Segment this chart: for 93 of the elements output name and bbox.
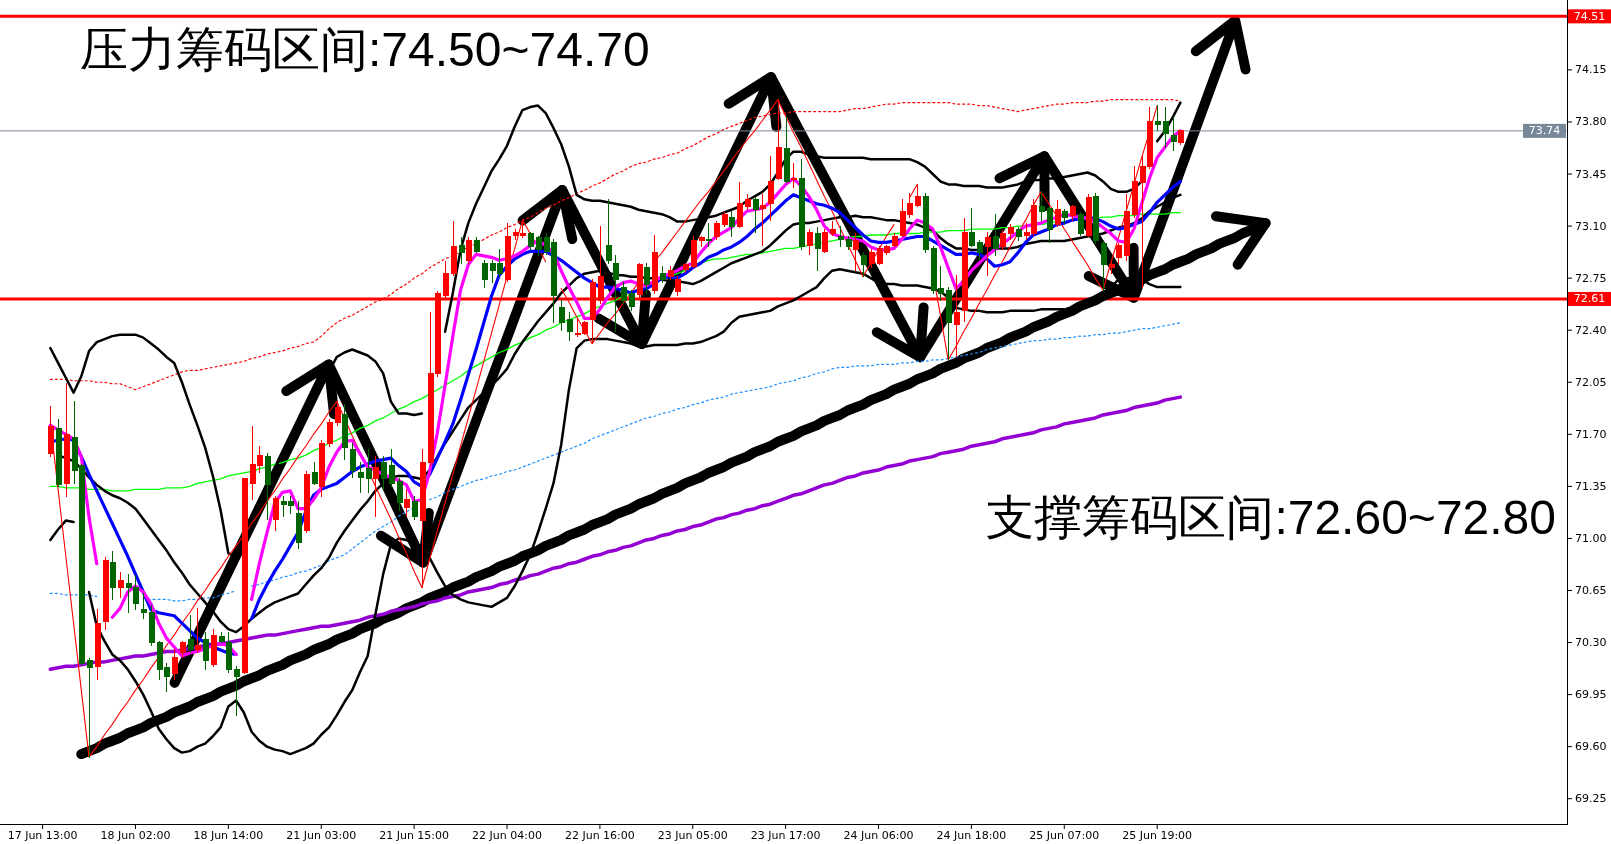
candlestick — [705, 222, 712, 248]
candlestick — [1077, 212, 1084, 236]
y-tick-label: 73.10 — [1575, 219, 1607, 233]
candlestick — [752, 197, 759, 233]
x-tick-label: 21 Jun 15:00 — [379, 829, 450, 842]
ref-line-label: 74.51 — [1573, 9, 1606, 23]
candlestick — [1108, 259, 1115, 275]
candlestick — [814, 227, 821, 272]
candlestick — [341, 404, 348, 461]
candlestick — [411, 496, 418, 520]
candlestick — [659, 265, 666, 284]
x-tick-label: 21 Jun 03:00 — [286, 829, 357, 842]
x-tick-label: 25 Jun 07:00 — [1029, 829, 1100, 842]
x-tick-label: 22 Jun 16:00 — [564, 829, 635, 842]
x-tick-label: 25 Jun 19:00 — [1122, 829, 1193, 842]
candlestick — [303, 470, 310, 533]
candlestick — [194, 607, 201, 654]
x-tick-label: 24 Jun 18:00 — [936, 829, 1007, 842]
candlestick — [102, 557, 109, 630]
candlestick — [1015, 227, 1022, 242]
candlestick — [1061, 209, 1068, 224]
y-tick-label: 71.00 — [1575, 531, 1607, 545]
candlestick — [63, 383, 70, 498]
x-tick-label: 23 Jun 05:00 — [657, 829, 728, 842]
x-tick-label: 18 Jun 02:00 — [100, 829, 171, 842]
candlestick — [643, 262, 650, 294]
annotation: 压力筹码区间:74.50~74.70 — [80, 23, 650, 76]
y-tick-label: 69.95 — [1575, 688, 1607, 702]
candlestick — [179, 640, 186, 658]
candlestick — [891, 233, 898, 248]
x-tick-label: 17 Jun 13:00 — [7, 829, 78, 842]
candlestick — [218, 631, 225, 644]
candlestick — [790, 163, 797, 188]
candlestick — [605, 198, 612, 264]
candlestick — [272, 496, 279, 532]
y-tick-label: 69.60 — [1575, 740, 1607, 754]
candlestick — [767, 155, 774, 221]
x-tick-label: 22 Jun 04:00 — [472, 829, 542, 842]
y-tick-label: 72.40 — [1575, 323, 1607, 337]
candlestick — [264, 453, 271, 520]
candlestick — [403, 488, 410, 517]
y-tick-label: 70.30 — [1575, 636, 1607, 650]
y-tick-label: 73.45 — [1575, 167, 1607, 181]
candlestick — [504, 222, 511, 282]
line-series — [48, 395, 1183, 672]
candlestick — [109, 551, 116, 600]
y-tick-label: 74.15 — [1575, 63, 1607, 77]
candlestick — [1170, 117, 1177, 151]
candlestick — [55, 418, 62, 487]
candlestick — [1177, 130, 1184, 145]
candlestick — [1085, 194, 1092, 237]
candlestick — [612, 255, 619, 333]
candlestick — [783, 115, 790, 184]
candlestick — [210, 628, 217, 667]
y-tick-label: 69.25 — [1575, 792, 1607, 806]
annotation: 支撑筹码区间:72.60~72.80 — [986, 491, 1556, 544]
candlestick — [187, 615, 194, 654]
y-tick-label: 71.70 — [1575, 427, 1607, 441]
candlestick — [311, 462, 318, 486]
candlestick — [992, 213, 999, 257]
candlestick — [1054, 200, 1061, 227]
candlestick — [372, 456, 379, 517]
candlestick — [465, 237, 472, 264]
ref-line-label: 73.74 — [1528, 124, 1561, 138]
y-tick-label: 72.05 — [1575, 375, 1607, 389]
candlestick — [728, 210, 735, 237]
y-tick-label: 73.80 — [1575, 115, 1607, 129]
candlestick — [295, 500, 302, 550]
candlestick — [852, 233, 859, 272]
candlestick — [1100, 240, 1107, 291]
candlestick — [349, 442, 356, 478]
candlestick — [651, 234, 658, 294]
candlestick — [171, 649, 178, 681]
candlestick — [473, 237, 480, 254]
candlestick — [94, 609, 101, 681]
x-tick-label: 24 Jun 06:00 — [843, 829, 914, 842]
y-tick-label: 72.75 — [1575, 271, 1607, 285]
ref-line-label: 72.61 — [1573, 292, 1606, 306]
candlestick — [667, 265, 674, 281]
candlestick — [458, 237, 465, 264]
x-tick-label: 23 Jun 17:00 — [750, 829, 821, 842]
candlestick — [798, 158, 805, 251]
y-tick-label: 71.35 — [1575, 479, 1607, 493]
candlestick — [984, 231, 991, 276]
candlestick — [759, 194, 766, 246]
candlestick — [806, 228, 813, 255]
candlestick — [1069, 204, 1076, 221]
y-tick-label: 70.65 — [1575, 583, 1607, 597]
x-tick-label: 18 Jun 14:00 — [193, 829, 264, 842]
candlestick — [1092, 192, 1099, 245]
candlestick — [202, 631, 209, 670]
candlestick — [117, 572, 124, 599]
candlestick — [860, 252, 867, 278]
